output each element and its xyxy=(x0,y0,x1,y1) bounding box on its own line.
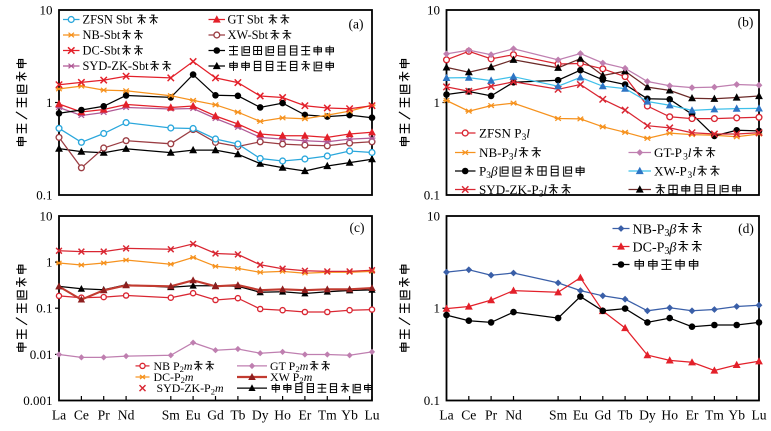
svg-text:DC-P: DC-P xyxy=(154,370,181,384)
svg-text:2: 2 xyxy=(181,375,185,385)
svg-text:Yb: Yb xyxy=(728,408,745,423)
svg-text:Er: Er xyxy=(298,408,311,423)
svg-text:1: 1 xyxy=(434,95,441,110)
svg-text:2: 2 xyxy=(211,386,215,396)
svg-text:DC-Sbt: DC-Sbt xyxy=(83,44,121,58)
svg-text:Pr: Pr xyxy=(98,408,111,423)
svg-text:DC-P: DC-P xyxy=(633,240,665,255)
svg-text:10: 10 xyxy=(40,208,53,223)
svg-text:NB-Sbt: NB-Sbt xyxy=(83,28,121,42)
svg-text:10: 10 xyxy=(40,2,53,17)
svg-text:Eu: Eu xyxy=(186,408,201,423)
svg-text:NB-P: NB-P xyxy=(633,222,665,237)
svg-text:3: 3 xyxy=(539,189,544,199)
svg-text:Tb: Tb xyxy=(230,408,245,423)
svg-text:Sm: Sm xyxy=(549,408,568,423)
svg-text:10: 10 xyxy=(427,2,440,17)
svg-text:(c): (c) xyxy=(350,220,365,235)
svg-text:GT Sbt: GT Sbt xyxy=(228,13,264,27)
svg-text:Sm: Sm xyxy=(162,408,181,423)
svg-text:Eu: Eu xyxy=(573,408,588,423)
svg-text:m: m xyxy=(215,381,224,395)
svg-text:l: l xyxy=(688,145,692,160)
svg-text:XW P: XW P xyxy=(270,370,300,384)
svg-text:l: l xyxy=(526,126,530,141)
svg-text:La: La xyxy=(439,408,453,423)
svg-text:(d): (d) xyxy=(738,221,754,236)
svg-text:XW-Sbt: XW-Sbt xyxy=(228,28,269,42)
svg-text:l: l xyxy=(692,164,696,179)
svg-text:Tm: Tm xyxy=(318,408,337,423)
svg-text:m: m xyxy=(184,359,193,373)
svg-text:1: 1 xyxy=(46,255,53,270)
svg-text:β: β xyxy=(490,164,498,179)
svg-text:0.1: 0.1 xyxy=(424,393,440,408)
svg-text:SYD-ZK-P: SYD-ZK-P xyxy=(479,182,539,197)
svg-text:P: P xyxy=(479,164,486,179)
svg-text:m: m xyxy=(304,370,313,384)
svg-text:l: l xyxy=(514,145,518,160)
svg-text:2: 2 xyxy=(180,364,184,374)
svg-text:Ho: Ho xyxy=(661,408,678,423)
svg-text:3: 3 xyxy=(683,152,688,162)
svg-text:3: 3 xyxy=(509,152,514,162)
svg-text:0.01: 0.01 xyxy=(30,347,53,362)
svg-text:2: 2 xyxy=(296,364,300,374)
svg-text:Dy: Dy xyxy=(252,408,269,423)
svg-text:SYD-ZK-Sbt: SYD-ZK-Sbt xyxy=(83,59,150,73)
svg-text:β: β xyxy=(668,222,676,237)
svg-text:3: 3 xyxy=(486,171,491,181)
svg-text:β: β xyxy=(668,240,676,255)
svg-text:0.1: 0.1 xyxy=(36,301,52,316)
svg-text:(a): (a) xyxy=(349,17,364,32)
svg-text:3: 3 xyxy=(522,133,527,143)
svg-text:2: 2 xyxy=(299,375,303,385)
svg-text:l: l xyxy=(543,182,547,197)
svg-text:3: 3 xyxy=(664,246,669,257)
svg-text:(b): (b) xyxy=(738,15,754,30)
svg-text:GT-P: GT-P xyxy=(654,145,682,160)
svg-text:10: 10 xyxy=(427,208,440,223)
svg-text:NB-P: NB-P xyxy=(479,145,509,160)
svg-text:Er: Er xyxy=(686,408,699,423)
svg-text:1: 1 xyxy=(434,301,441,316)
svg-text:ZFSN Sbt: ZFSN Sbt xyxy=(83,13,133,27)
svg-text:1: 1 xyxy=(46,95,53,110)
svg-text:Lu: Lu xyxy=(364,408,379,423)
svg-text:Gd: Gd xyxy=(594,408,611,423)
svg-text:Ce: Ce xyxy=(74,408,89,423)
svg-text:Pr: Pr xyxy=(485,408,498,423)
svg-text:La: La xyxy=(52,408,66,423)
svg-text:XW-P: XW-P xyxy=(654,164,687,179)
svg-text:NB P: NB P xyxy=(154,359,180,373)
svg-text:Dy: Dy xyxy=(639,408,656,423)
svg-text:Lu: Lu xyxy=(751,408,766,423)
svg-text:GT P: GT P xyxy=(270,359,296,373)
svg-text:Tm: Tm xyxy=(705,408,724,423)
svg-text:0.1: 0.1 xyxy=(36,187,52,202)
svg-text:Ho: Ho xyxy=(274,408,291,423)
svg-text:Nd: Nd xyxy=(505,408,522,423)
svg-text:m: m xyxy=(185,370,194,384)
svg-text:Nd: Nd xyxy=(118,408,135,423)
svg-text:3: 3 xyxy=(664,228,669,239)
svg-text:Tb: Tb xyxy=(618,408,633,423)
svg-text:3: 3 xyxy=(688,171,693,181)
svg-text:ZFSN P: ZFSN P xyxy=(479,126,522,141)
svg-text:Gd: Gd xyxy=(207,408,224,423)
svg-text:0.1: 0.1 xyxy=(424,187,440,202)
svg-text:SYD-ZK-P: SYD-ZK-P xyxy=(157,381,212,395)
svg-text:Ce: Ce xyxy=(461,408,476,423)
svg-text:m: m xyxy=(300,359,309,373)
svg-text:Yb: Yb xyxy=(341,408,358,423)
svg-text:0.001: 0.001 xyxy=(23,393,52,408)
